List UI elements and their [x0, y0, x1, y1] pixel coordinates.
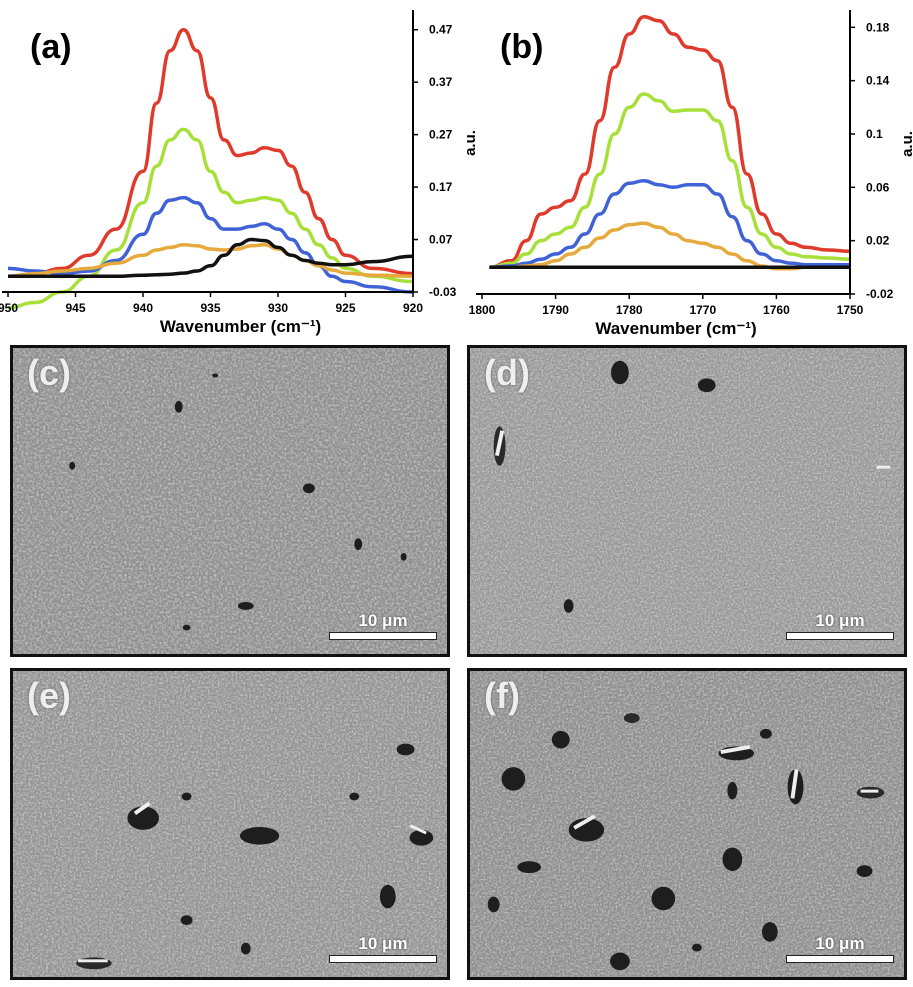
scale-bar: 10 μm — [329, 935, 437, 963]
x-tick-label: 1770 — [689, 303, 716, 317]
scale-bar: 10 μm — [786, 935, 894, 963]
surface-particles — [76, 743, 434, 970]
series-line-3 — [7, 243, 414, 279]
scale-bar-label: 10 μm — [815, 611, 865, 630]
panel-label: (a) — [30, 28, 72, 66]
y-tick-label: 0.17 — [429, 180, 453, 194]
y-tick-label: 0.47 — [429, 23, 453, 37]
x-tick-label: 945 — [65, 301, 85, 315]
x-tick-label: 1800 — [469, 303, 496, 317]
series-line-1 — [7, 127, 414, 310]
sem-image-c: (c) 10 μm — [10, 345, 450, 657]
x-tick-label: 940 — [133, 301, 153, 315]
series-line-1 — [489, 92, 851, 270]
x-tick-label: 1750 — [837, 303, 864, 317]
series-line-0 — [7, 27, 414, 279]
sem-texture — [470, 348, 904, 654]
y-tick-label: 0.1 — [866, 127, 883, 141]
series-line-4 — [8, 237, 414, 279]
x-tick-label: 1790 — [542, 303, 569, 317]
y-tick-label: 0.18 — [866, 20, 890, 34]
panel-label: (e) — [27, 675, 71, 716]
y-tick-label: 0.07 — [429, 233, 453, 247]
x-tick-label: 1780 — [616, 303, 643, 317]
panel-label: (b) — [500, 28, 543, 66]
y-axis-title: a.u. — [462, 130, 479, 156]
sem-texture — [13, 348, 447, 654]
scale-bar-label: 10 μm — [358, 934, 408, 953]
x-axis-title: Wavenumber (cm⁻¹) — [595, 319, 756, 338]
y-tick-label: 0.37 — [429, 75, 453, 89]
scale-bar-line — [329, 955, 437, 963]
series-line-2 — [489, 178, 850, 270]
series-line-0 — [489, 14, 851, 270]
scale-bar: 10 μm — [786, 612, 894, 640]
x-axis-title: Wavenumber (cm⁻¹) — [160, 317, 321, 336]
sem-image-d: (d) 10 μm — [467, 345, 907, 657]
scale-bar-line — [329, 632, 437, 640]
panel-label: (f) — [484, 675, 520, 716]
scale-bar-label: 10 μm — [358, 611, 408, 630]
sem-texture — [470, 671, 904, 977]
spectrum-panel-a: 950 945 940 935 930 925 920 -0.03 0.07 0.17 0.27 0.… — [0, 10, 479, 336]
spectrum-panel-b: 1800 1790 1780 1770 1760 1750-0.02 0.02 0.06 0.1… — [469, 10, 913, 338]
surface-pits — [69, 373, 407, 631]
x-tick-label: 1760 — [763, 303, 790, 317]
panel-label: (c) — [27, 352, 71, 393]
scale-bar-line — [786, 955, 894, 963]
y-tick-label: 0.06 — [866, 180, 890, 194]
sem-image-e: (e) 10 μm — [10, 668, 450, 980]
y-tick-label: 0.14 — [866, 74, 890, 88]
panel-label: (d) — [484, 352, 530, 393]
surface-particles — [487, 713, 885, 971]
sem-image-f: (f) 10 μm — [467, 668, 907, 980]
y-tick-label: 0.02 — [866, 234, 890, 248]
scale-bar: 10 μm — [329, 612, 437, 640]
surface-particles — [493, 360, 891, 613]
x-tick-label: 935 — [200, 301, 220, 315]
spectra-figure: 950 945 940 935 930 925 920 -0.03 0.07 0.17 0.27 0.… — [0, 10, 913, 338]
x-tick-label: 925 — [335, 301, 355, 315]
x-tick-label: 930 — [268, 301, 288, 315]
scale-bar-line — [786, 632, 894, 640]
scale-bar-label: 10 μm — [815, 934, 865, 953]
x-tick-label: 950 — [0, 301, 18, 315]
y-tick-label: -0.02 — [866, 287, 894, 301]
y-tick-label: -0.03 — [429, 285, 457, 299]
y-tick-label: 0.27 — [429, 128, 453, 142]
sem-texture — [13, 671, 447, 977]
x-tick-label: 920 — [403, 301, 423, 315]
y-axis-title: a.u. — [899, 131, 913, 157]
